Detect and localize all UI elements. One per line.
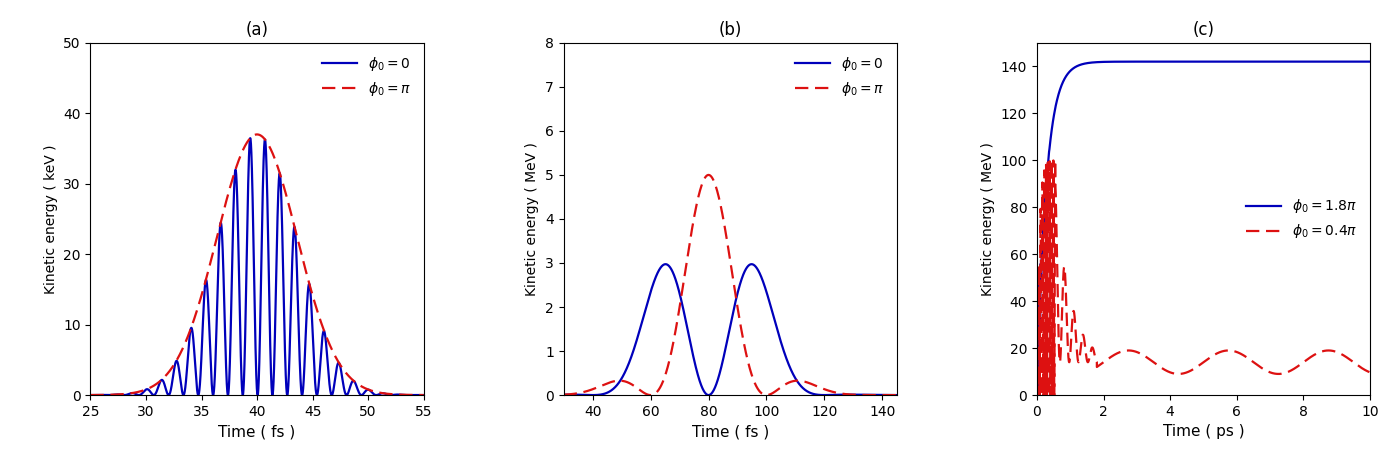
Title: (a): (a) [246,20,268,39]
Y-axis label: Kinetic energy ( keV ): Kinetic energy ( keV ) [43,144,57,294]
Y-axis label: Kinetic energy ( MeV ): Kinetic energy ( MeV ) [526,142,540,296]
Title: (c): (c) [1192,20,1214,39]
Title: (b): (b) [719,20,741,39]
X-axis label: Time ( fs ): Time ( fs ) [218,425,296,439]
Y-axis label: Kinetic energy ( MeV ): Kinetic energy ( MeV ) [981,142,995,296]
Legend: $\phi_0 = 0$, $\phi_0 = \pi$: $\phi_0 = 0$, $\phi_0 = \pi$ [790,50,890,104]
Legend: $\phi_0 = 1.8\pi$, $\phi_0 = 0.4\pi$: $\phi_0 = 1.8\pi$, $\phi_0 = 0.4\pi$ [1241,192,1363,246]
X-axis label: Time ( fs ): Time ( fs ) [691,425,769,439]
X-axis label: Time ( ps ): Time ( ps ) [1163,425,1245,439]
Legend: $\phi_0 = 0$, $\phi_0 = \pi$: $\phi_0 = 0$, $\phi_0 = \pi$ [317,50,417,104]
